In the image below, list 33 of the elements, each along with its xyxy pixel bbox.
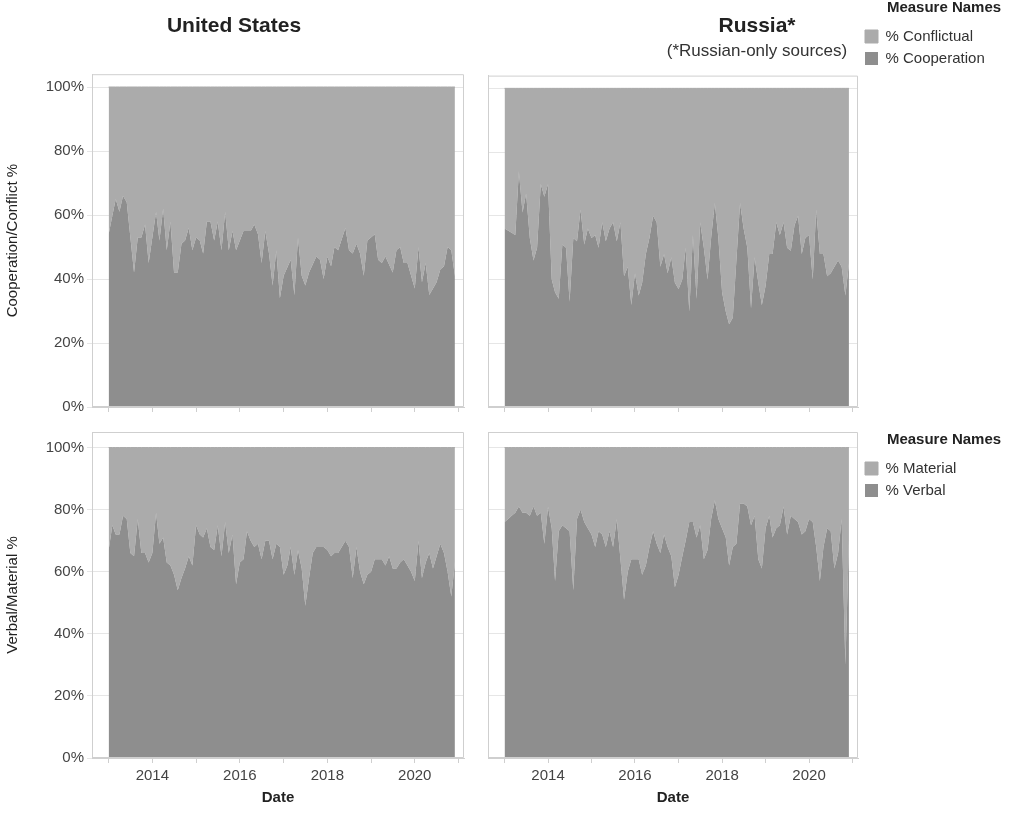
y-tick-label: 80% bbox=[53, 499, 84, 517]
y-tick-label: 100% bbox=[45, 77, 84, 95]
x-tick-label: 2018 bbox=[310, 766, 345, 784]
chart-title: United States bbox=[166, 13, 302, 37]
x-axis-title: Date bbox=[261, 788, 295, 806]
y-axis-title: Cooperation/Conflict % bbox=[3, 163, 21, 318]
y-tick-label: 80% bbox=[53, 141, 84, 159]
y-tick-label: 0% bbox=[62, 397, 84, 415]
legend-label: % Material bbox=[885, 458, 957, 476]
y-axis-title: Verbal/Material % bbox=[3, 536, 21, 654]
legend-title: Measure Names bbox=[886, 0, 1002, 15]
x-tick-label: 2016 bbox=[223, 766, 257, 784]
chart-title: Russia* bbox=[718, 13, 797, 37]
legend-label: % Verbal bbox=[885, 480, 946, 498]
y-tick-label: 20% bbox=[53, 333, 84, 351]
x-tick-label: 2016 bbox=[618, 766, 652, 784]
legend-label: % Conflictual bbox=[885, 26, 974, 44]
x-tick-label: 2018 bbox=[705, 766, 739, 784]
y-tick-label: 60% bbox=[53, 205, 84, 223]
x-tick-label: 2014 bbox=[531, 766, 565, 784]
legend-label: % Cooperation bbox=[885, 48, 985, 66]
y-tick-label: 20% bbox=[53, 686, 84, 704]
y-tick-label: 0% bbox=[62, 748, 84, 766]
legend-title: Measure Names bbox=[886, 429, 1002, 447]
x-tick-label: 2020 bbox=[398, 766, 432, 784]
y-tick-label: 60% bbox=[53, 561, 84, 579]
y-tick-label: 40% bbox=[53, 269, 84, 287]
y-tick-label: 40% bbox=[53, 623, 84, 641]
x-tick-label: 2020 bbox=[792, 766, 826, 784]
x-axis-title: Date bbox=[656, 788, 690, 806]
chart-subtitle: (*Russian-only sources) bbox=[666, 41, 848, 61]
y-tick-label: 100% bbox=[45, 437, 84, 455]
x-tick-label: 2014 bbox=[135, 766, 170, 784]
